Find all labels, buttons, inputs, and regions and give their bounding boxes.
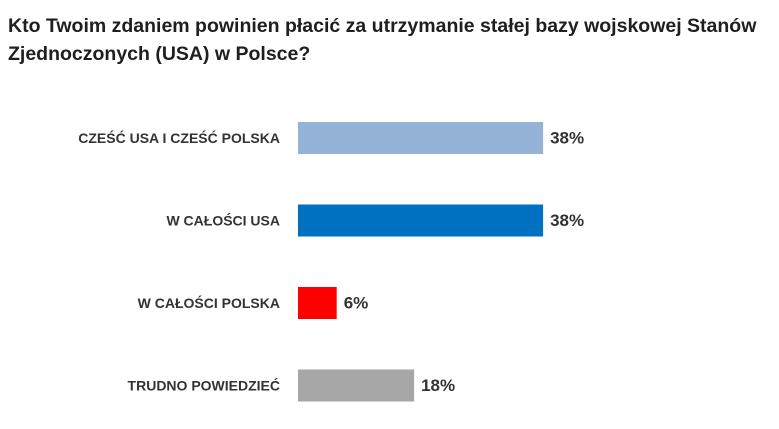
category-label: W CAŁOŚCI POLSKA <box>138 294 280 311</box>
value-label: 38% <box>550 129 584 148</box>
category-labels: CZEŚĆ USA I CZEŚĆ POLSKA W CAŁOŚCI USA W C… <box>78 129 280 394</box>
bar <box>298 287 337 319</box>
value-labels: 38% 38% 6% 18% <box>344 129 584 396</box>
chart-title: Kto Twoim zdaniem powinien płacić za utr… <box>8 15 757 65</box>
bar <box>298 204 544 237</box>
category-label: CZEŚĆ USA I CZEŚĆ POLSKA <box>78 129 280 146</box>
value-label: 6% <box>344 294 369 313</box>
value-label: 18% <box>421 376 455 395</box>
category-label: TRUDNO POWIEDZIEĆ <box>128 377 280 394</box>
value-label: 38% <box>550 211 584 230</box>
bars <box>298 122 544 402</box>
category-label: W CAŁOŚCI USA <box>166 212 280 229</box>
bar <box>298 369 415 402</box>
bar <box>298 122 544 154</box>
